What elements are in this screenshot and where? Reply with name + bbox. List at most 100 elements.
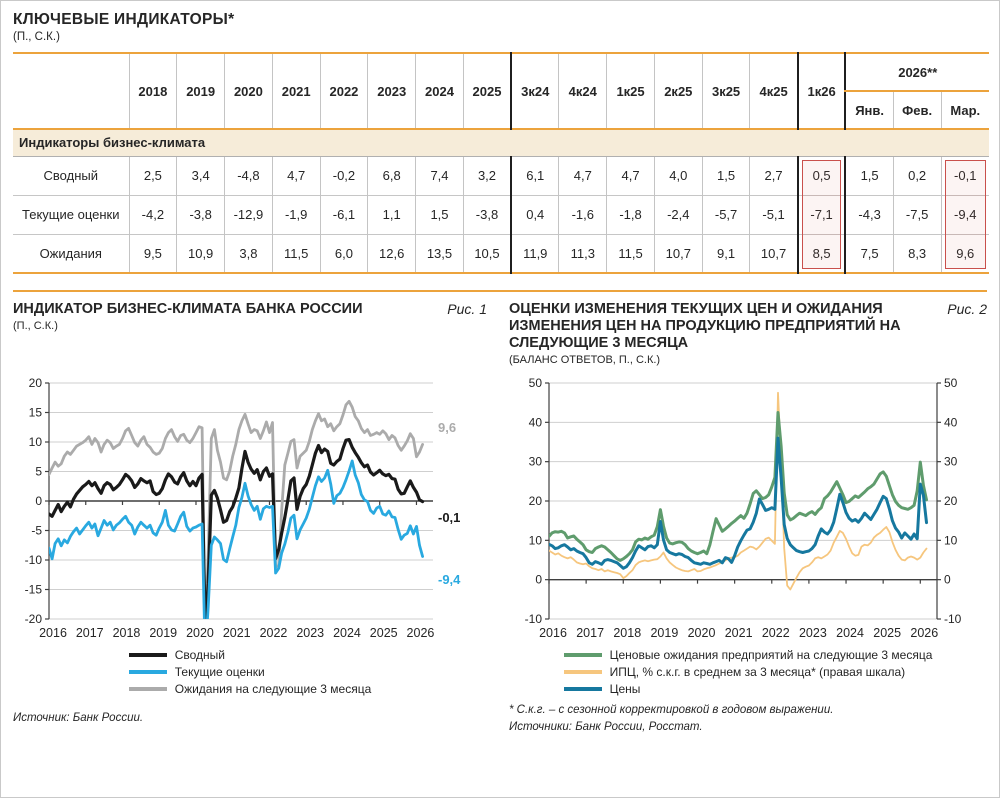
table-cell: -7,1: [796, 194, 846, 235]
svg-text:5: 5: [35, 465, 42, 479]
table-cell: 1,5: [844, 156, 894, 195]
table-cell: -4,2: [128, 194, 177, 234]
legend-item: Цены: [563, 682, 640, 696]
svg-text:2021: 2021: [223, 626, 251, 640]
svg-text:-0,1: -0,1: [438, 510, 460, 525]
table-cell: -3,8: [462, 194, 512, 234]
table-cell: 13,5: [415, 233, 464, 273]
svg-text:-20: -20: [25, 612, 43, 626]
svg-text:20: 20: [529, 494, 543, 508]
row-label: Текущие оценки: [13, 194, 129, 234]
column-header: 1к26: [796, 53, 846, 129]
table-cell: 1,1: [367, 194, 416, 234]
table-cell: 3,2: [462, 156, 512, 195]
svg-text:2025: 2025: [873, 626, 901, 640]
column-header: 3к25: [701, 53, 750, 129]
figure2-subtitle: (БАЛАНС ОТВЕТОВ, П., С.К.): [509, 354, 661, 367]
svg-text:10: 10: [29, 435, 43, 449]
svg-text:2017: 2017: [576, 626, 604, 640]
table-cell: 6,8: [367, 156, 416, 195]
table-cell: 6,1: [510, 156, 559, 195]
legend-item: Ценовые ожидания предприятий на следующи…: [563, 648, 932, 662]
table-cell: -1,6: [558, 194, 607, 234]
svg-text:2026: 2026: [407, 626, 435, 640]
svg-text:2018: 2018: [613, 626, 641, 640]
column-header: Мар.: [940, 90, 989, 129]
legend-line-swatch: [563, 687, 602, 691]
svg-text:30: 30: [529, 455, 543, 469]
table-cell: 0,2: [892, 156, 942, 195]
svg-text:0: 0: [35, 494, 42, 508]
column-header: 4к24: [558, 53, 607, 129]
table-cell: -5,7: [701, 194, 750, 234]
table-cell: 2,5: [128, 156, 177, 195]
svg-text:2023: 2023: [296, 626, 324, 640]
svg-text:40: 40: [529, 415, 543, 429]
svg-text:-15: -15: [25, 583, 43, 597]
table-cell: 7,4: [415, 156, 464, 195]
svg-text:2022: 2022: [260, 626, 288, 640]
legend-label: ИПЦ, % с.к.г. в среднем за 3 месяца* (пр…: [609, 665, 906, 679]
row-label: Сводный: [43, 168, 98, 183]
column-group-2026: 2026**: [844, 53, 989, 92]
svg-text:0: 0: [944, 573, 951, 587]
figure1-subtitle: (П., С.К.): [13, 320, 58, 333]
chart-canvas: 2016 2017 2018 2019 2020 2021 2022 2023 2024 2025…: [25, 376, 462, 640]
figure2-legend: Ценовые ожидания предприятий на следующи…: [509, 648, 987, 696]
table-cell: -0,1: [940, 156, 989, 195]
svg-text:10: 10: [529, 533, 543, 547]
table-cell: 8,5: [796, 233, 846, 273]
table-cell: -9,4: [940, 194, 989, 235]
svg-text:2016: 2016: [39, 626, 67, 640]
svg-text:30: 30: [944, 455, 958, 469]
table-cell: 10,7: [653, 233, 703, 273]
svg-text:2023: 2023: [799, 626, 827, 640]
row-label: Ожидания: [13, 233, 129, 273]
table-cell: -4,3: [844, 194, 894, 234]
svg-text:2026: 2026: [910, 626, 938, 640]
table-cell: 1,5: [701, 156, 750, 195]
svg-text:2025: 2025: [370, 626, 398, 640]
column-header: 2025: [462, 53, 512, 129]
svg-text:2019: 2019: [149, 626, 177, 640]
table-cell: 11,5: [271, 233, 321, 273]
figure-1: ИНДИКАТОР БИЗНЕС-КЛИМАТА БАНКА РОССИИ Ри…: [13, 301, 487, 735]
page-title: КЛЮЧЕВЫЕ ИНДИКАТОРЫ*: [13, 11, 235, 28]
table-cell: 0,4: [510, 194, 559, 234]
svg-text:-10: -10: [25, 553, 43, 567]
legend-item: Текущие оценки: [128, 665, 265, 679]
table-cell: 3,8: [224, 233, 273, 273]
column-header: Фев.: [892, 90, 942, 129]
figure2-number: Рис. 2: [947, 301, 987, 317]
table-cell: 1,5: [415, 194, 464, 234]
svg-text:10: 10: [944, 533, 958, 547]
column-header: Янв.: [844, 90, 894, 129]
table-cell: 4,0: [653, 156, 703, 195]
column-header: 3к24: [510, 53, 559, 129]
svg-text:0: 0: [535, 573, 542, 587]
svg-text:-10: -10: [944, 612, 962, 626]
column-header: 2019: [176, 53, 225, 129]
page-subtitle: (П., С.К.): [13, 31, 60, 43]
svg-text:20: 20: [944, 494, 958, 508]
table-cell: 10,5: [462, 233, 512, 273]
table-cell: 9,6: [940, 233, 989, 273]
table-cell: 8,3: [892, 233, 942, 273]
svg-text:15: 15: [29, 406, 43, 420]
svg-text:50: 50: [944, 376, 958, 390]
legend-item: ИПЦ, % с.к.г. в среднем за 3 месяца* (пр…: [563, 665, 906, 679]
svg-text:20: 20: [29, 376, 43, 390]
legend-label: Сводный: [174, 648, 226, 662]
table-cell: -0,2: [319, 156, 368, 195]
svg-text:2021: 2021: [725, 626, 753, 640]
table-cell: 11,3: [558, 233, 607, 273]
svg-text:2016: 2016: [539, 626, 567, 640]
table-cell: -12,9: [224, 194, 273, 234]
svg-text:-10: -10: [525, 612, 543, 626]
column-header: 2к25: [653, 53, 703, 129]
svg-text:40: 40: [944, 415, 958, 429]
figure1-legend: Сводный Текущие оценки Ожидания на следующ…: [13, 648, 487, 696]
table-cell: 6,0: [319, 233, 368, 273]
page-header: КЛЮЧЕВЫЕ ИНДИКАТОРЫ* (П., С.К.): [1, 11, 999, 43]
table-cell: -4,8: [224, 156, 273, 195]
